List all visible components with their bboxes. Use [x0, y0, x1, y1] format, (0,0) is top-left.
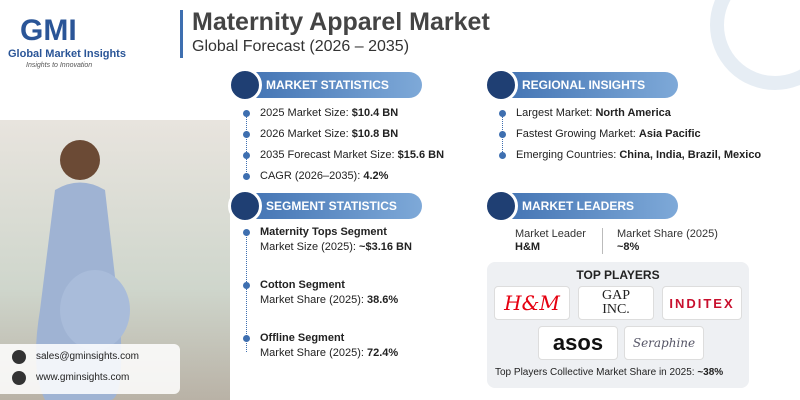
- segment-name: Cotton Segment: [260, 279, 345, 291]
- email: sales@gminsights.com: [36, 351, 139, 362]
- section-header: MARKET STATISTICS: [228, 68, 422, 102]
- player-logo: GAP INC.: [578, 286, 654, 320]
- player-logo: INDITEX: [662, 286, 742, 320]
- top-players-note: Top Players Collective Market Share in 2…: [495, 367, 723, 378]
- stat-row: 2035 Forecast Market Size: $15.6 BN: [260, 149, 444, 161]
- stat-value: Asia Pacific: [638, 128, 701, 140]
- website: www.gminsights.com: [36, 372, 130, 383]
- share: ~8%: [617, 241, 640, 253]
- stat-label: Fastest Growing Market:: [516, 128, 636, 140]
- stat-row: Market Share (2025): 72.4%: [260, 347, 398, 359]
- timeline-dot: [243, 229, 250, 236]
- timeline-dot: [243, 152, 250, 159]
- stat-value: China, India, Brazil, Mexico: [619, 149, 762, 161]
- stat-label: Emerging Countries:: [516, 149, 617, 161]
- stat-label: Market Share (2025):: [260, 347, 364, 359]
- stat-row: CAGR (2026–2035): 4.2%: [260, 170, 388, 182]
- section-title: MARKET LEADERS: [522, 199, 635, 213]
- stat-row: Market Size (2025): ~$3.16 BN: [260, 241, 412, 253]
- stat-value: ~$3.16 BN: [359, 241, 412, 253]
- player-logo: Seraphine: [624, 326, 704, 360]
- player-logo: asos: [538, 326, 618, 360]
- decor-circle: [710, 0, 800, 90]
- stat-row: 2026 Market Size: $10.8 BN: [260, 128, 398, 140]
- section-header: SEGMENT STATISTICS: [228, 189, 422, 223]
- stat-label: Market Size (2025):: [260, 241, 356, 253]
- stat-label: CAGR (2026–2035):: [260, 170, 361, 182]
- stat-row: Largest Market: North America: [516, 107, 671, 119]
- section-title: MARKET STATISTICS: [266, 78, 389, 92]
- stat-row: Emerging Countries: China, India, Brazil…: [516, 149, 761, 161]
- stat-label: Largest Market:: [516, 107, 593, 119]
- player-logo: H&M: [494, 286, 570, 320]
- timeline-dot: [499, 131, 506, 138]
- divider: [602, 228, 603, 254]
- leader: H&M: [515, 241, 541, 253]
- timeline: [246, 112, 247, 172]
- stat-value: 38.6%: [367, 294, 399, 306]
- note-text: Top Players Collective Market Share in 2…: [495, 367, 695, 378]
- stat-value: North America: [595, 107, 671, 119]
- stat-label: 2025 Market Size:: [260, 107, 349, 119]
- subtitle: Global Forecast (2026 – 2035): [192, 38, 410, 55]
- segment-name: Maternity Tops Segment: [260, 226, 387, 238]
- timeline: [246, 232, 247, 352]
- section-header: MARKET LEADERS: [484, 189, 678, 223]
- section-header: REGIONAL INSIGHTS: [484, 68, 678, 102]
- note-value: ~38%: [697, 367, 724, 378]
- top-players-box: [487, 262, 749, 388]
- share-label: Market Share (2025): [617, 228, 718, 240]
- stat-row: Fastest Growing Market: Asia Pacific: [516, 128, 701, 140]
- stat-label: 2026 Market Size:: [260, 128, 349, 140]
- leader-label: Market Leader: [515, 228, 586, 240]
- stat-row: Market Share (2025): 38.6%: [260, 294, 398, 306]
- stat-row: 2025 Market Size: $10.4 BN: [260, 107, 398, 119]
- stat-label: 2035 Forecast Market Size:: [260, 149, 395, 161]
- stat-value: $10.8 BN: [351, 128, 399, 140]
- logo-text: Global Market Insights: [8, 48, 126, 60]
- logo-tagline: Insights to Innovation: [26, 62, 93, 69]
- timeline-dot: [499, 152, 506, 159]
- timeline-dot: [243, 335, 250, 342]
- timeline-dot: [243, 282, 250, 289]
- section-title: REGIONAL INSIGHTS: [522, 78, 646, 92]
- logo-name: GMI: [20, 14, 77, 47]
- email-icon: [12, 350, 26, 364]
- title: Maternity Apparel Market: [192, 8, 490, 36]
- web-icon: [12, 371, 26, 385]
- timeline-dot: [243, 173, 250, 180]
- timeline-dot: [243, 131, 250, 138]
- timeline-dot: [243, 110, 250, 117]
- stat-value: $10.4 BN: [351, 107, 399, 119]
- section-title: SEGMENT STATISTICS: [266, 199, 397, 213]
- timeline-dot: [499, 110, 506, 117]
- segment-name: Offline Segment: [260, 332, 345, 344]
- stat-value: 4.2%: [363, 170, 389, 182]
- top-players-title: TOP PLAYERS: [576, 268, 660, 282]
- stat-value: 72.4%: [367, 347, 399, 359]
- stat-label: Market Share (2025):: [260, 294, 364, 306]
- divider: [180, 10, 183, 58]
- contact-box: [0, 344, 180, 394]
- stat-value: $15.6 BN: [397, 149, 445, 161]
